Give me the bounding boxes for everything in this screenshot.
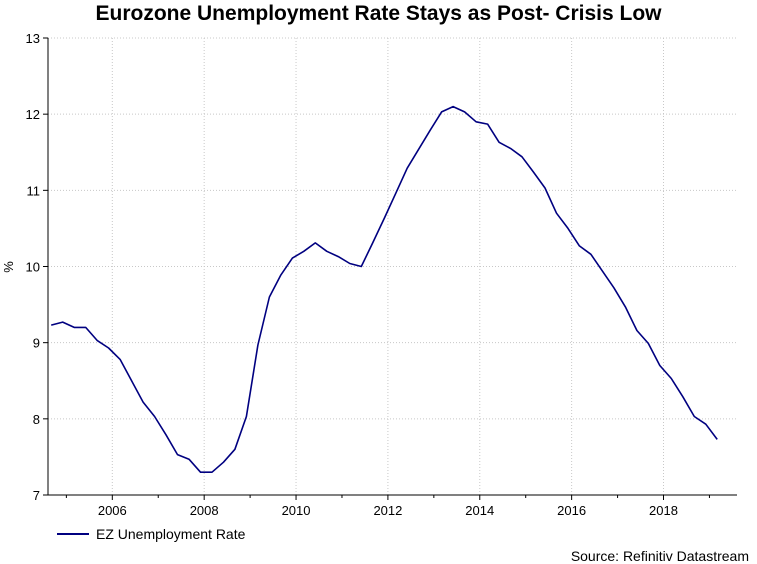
legend: EZ Unemployment Rate — [57, 526, 245, 542]
y-tick-label: 10 — [26, 260, 40, 275]
y-tick-label: 9 — [33, 336, 40, 351]
x-tick-label: 2014 — [465, 503, 494, 518]
chart-title: Eurozone Unemployment Rate Stays as Post… — [95, 2, 662, 25]
y-tick-label: 7 — [33, 488, 40, 503]
y-tick-label: 11 — [27, 183, 41, 198]
x-tick-label: 2006 — [98, 503, 127, 518]
series-lines — [50, 105, 718, 474]
axes — [43, 37, 737, 500]
y-tick-label: 8 — [33, 412, 40, 427]
y-tick-label: 12 — [26, 107, 40, 122]
gridlines — [48, 37, 737, 495]
x-tick-label: 2018 — [649, 503, 678, 518]
x-tick-label: 2010 — [282, 503, 311, 518]
x-tick-label: 2016 — [557, 503, 586, 518]
legend-swatch — [57, 533, 89, 535]
y-tick-label: 13 — [26, 31, 40, 46]
legend-label: EZ Unemployment Rate — [96, 526, 246, 542]
tick-labels: 7 8 9 10 11 12 13 2006 2008 2010 2012 2014 2016 2018 — [26, 31, 678, 518]
y-axis-label: % — [1, 261, 16, 273]
source-note: Source: Refinitiv Datastream — [570, 548, 749, 564]
series-line-ez-unemployment-rate — [50, 105, 718, 474]
x-tick-label: 2008 — [190, 503, 219, 518]
x-tick-label: 2012 — [373, 503, 402, 518]
